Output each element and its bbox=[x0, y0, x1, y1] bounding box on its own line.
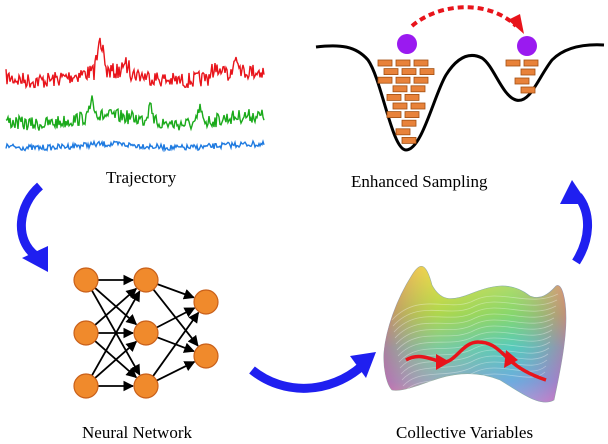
cv-path-arrowhead-icon bbox=[504, 350, 518, 368]
network-edge bbox=[94, 287, 138, 326]
cycle-arrow-network-to-cv bbox=[249, 362, 365, 393]
trajectory-series-blue bbox=[5, 139, 265, 153]
brick bbox=[401, 68, 417, 75]
contour-line bbox=[402, 359, 548, 387]
neuron-node bbox=[133, 373, 159, 399]
contour-line bbox=[393, 305, 557, 333]
brick bbox=[520, 86, 536, 94]
neuron-node bbox=[73, 267, 99, 293]
brick bbox=[395, 59, 411, 67]
brick bbox=[410, 102, 426, 110]
hop-arrow bbox=[410, 5, 518, 28]
neuron-node bbox=[193, 289, 219, 315]
brick bbox=[383, 68, 399, 75]
brick bbox=[392, 85, 408, 93]
surface-contours bbox=[391, 293, 559, 399]
network-edge bbox=[91, 290, 141, 377]
label-neural-network: Neural Network bbox=[82, 423, 192, 442]
brick bbox=[413, 76, 429, 84]
network-edge bbox=[156, 360, 196, 382]
label-enhanced-sampling: Enhanced Sampling bbox=[351, 172, 488, 191]
particle-start-icon bbox=[397, 34, 417, 54]
neuron-node bbox=[193, 343, 219, 369]
brick bbox=[377, 59, 393, 67]
brick bbox=[404, 111, 420, 118]
brick bbox=[505, 59, 521, 67]
neural-network-graph bbox=[73, 267, 219, 399]
particle-end-icon bbox=[517, 36, 537, 56]
contour-line bbox=[396, 323, 554, 351]
free-energy-surface bbox=[383, 266, 567, 403]
trajectory-series-green bbox=[5, 95, 265, 132]
contour-line bbox=[397, 329, 553, 357]
neuron-node bbox=[73, 320, 99, 346]
network-edge bbox=[156, 307, 196, 329]
double-well-potential bbox=[315, 5, 605, 152]
trajectory-plot bbox=[5, 37, 265, 153]
brick bbox=[401, 136, 417, 144]
brick bbox=[419, 68, 435, 75]
network-edge bbox=[156, 283, 195, 300]
contour-line bbox=[404, 371, 546, 399]
brick bbox=[523, 59, 539, 67]
hop-arrowhead-icon bbox=[508, 14, 524, 34]
brick bbox=[395, 76, 411, 84]
cycle-arrow-trajectory-to-network bbox=[17, 182, 44, 260]
surface-tint bbox=[383, 266, 566, 403]
cycle-arrowhead-icon bbox=[560, 180, 588, 204]
cv-path-arrowhead-icon bbox=[436, 354, 450, 370]
brick bbox=[410, 85, 426, 93]
contour-line bbox=[391, 293, 559, 321]
brick bbox=[386, 111, 402, 118]
cycle-arrowhead-icon bbox=[350, 352, 376, 378]
cycle-arrows bbox=[17, 180, 593, 393]
network-edge bbox=[152, 311, 200, 377]
neuron-node bbox=[133, 320, 159, 346]
contour-line bbox=[400, 347, 550, 375]
brick bbox=[520, 68, 536, 76]
brick bbox=[386, 94, 402, 101]
label-collective-variables: Collective Variables bbox=[396, 423, 534, 442]
brick bbox=[377, 76, 393, 84]
brick bbox=[395, 128, 411, 136]
contour-line bbox=[392, 299, 558, 327]
neuron-node bbox=[133, 267, 159, 293]
cycle-arrowhead-icon bbox=[22, 246, 48, 272]
brick bbox=[404, 94, 420, 101]
network-edge bbox=[94, 340, 138, 379]
cv-path bbox=[405, 340, 547, 382]
brick bbox=[413, 59, 429, 67]
brick bbox=[514, 77, 530, 85]
brick bbox=[401, 119, 417, 127]
contour-line bbox=[395, 317, 555, 345]
bias-deposits bbox=[377, 59, 539, 144]
brick bbox=[392, 102, 408, 110]
label-trajectory: Trajectory bbox=[106, 168, 177, 187]
cycle-arrow-cv-to-sampling bbox=[572, 193, 593, 265]
contour-line bbox=[394, 311, 556, 339]
contour-line bbox=[401, 353, 549, 381]
neuron-node bbox=[73, 373, 99, 399]
trajectory-series-red bbox=[5, 37, 265, 90]
potential-curve bbox=[315, 43, 605, 152]
